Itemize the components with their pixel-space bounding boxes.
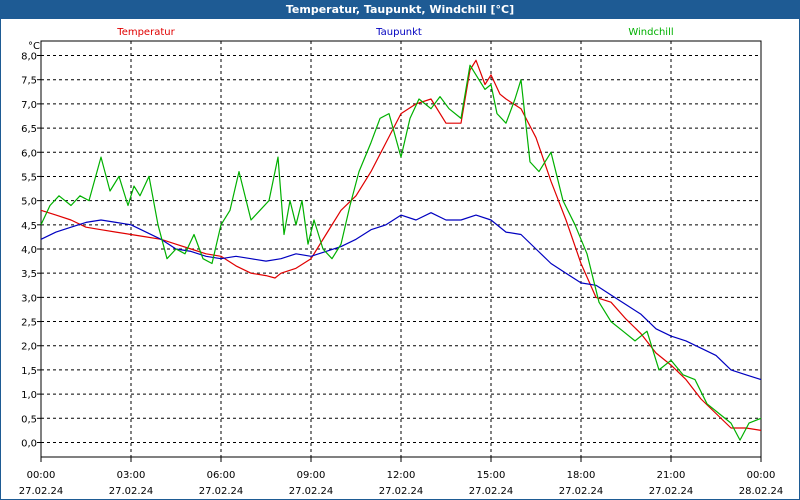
y-tick-label: 6,0 — [21, 148, 37, 159]
y-tick-label: 5,5 — [21, 172, 37, 183]
x-tick-label-date: 27.02.24 — [559, 486, 604, 497]
legend-temperatur: Temperatur — [116, 27, 175, 38]
y-tick-label: 8,0 — [21, 52, 37, 63]
y-tick-label: 4,5 — [21, 221, 37, 232]
series-line-taupunkt — [40, 212, 762, 381]
y-tick-label: 0,0 — [21, 438, 37, 449]
legend-taupunkt: Taupunkt — [375, 27, 422, 38]
series-line-windchill — [40, 64, 762, 441]
x-tick-label-date: 28.02.24 — [739, 486, 784, 497]
x-tick-label-date: 27.02.24 — [109, 486, 154, 497]
x-tick-label-date: 27.02.24 — [199, 486, 244, 497]
y-tick-label: 7,5 — [21, 76, 37, 87]
x-tick-label-time: 15:00 — [477, 470, 506, 481]
x-tick-label-date: 27.02.24 — [649, 486, 694, 497]
y-tick-label: 4,0 — [21, 245, 37, 256]
y-tick-label: 3,5 — [21, 269, 37, 280]
x-tick-label-time: 09:00 — [297, 470, 326, 481]
x-tick-label-time: 00:00 — [27, 470, 56, 481]
y-tick-label: 2,5 — [21, 318, 37, 329]
x-tick-label-time: 03:00 — [117, 470, 146, 481]
x-tick-label-date: 27.02.24 — [289, 486, 334, 497]
y-tick-label: 2,0 — [21, 342, 37, 353]
legend-windchill: Windchill — [628, 27, 673, 38]
y-tick-label: 0,5 — [21, 414, 37, 425]
y-tick-label: 1,0 — [21, 390, 37, 401]
y-tick-label: 6,5 — [21, 124, 37, 135]
y-tick-label: 3,0 — [21, 293, 37, 304]
x-tick-label-time: 00:00 — [747, 470, 776, 481]
y-tick-label: 1,5 — [21, 366, 37, 377]
x-tick-label-time: 12:00 — [387, 470, 416, 481]
x-tick-label-time: 18:00 — [567, 470, 596, 481]
x-tick-label-date: 27.02.24 — [379, 486, 424, 497]
x-tick-label-date: 27.02.24 — [19, 486, 64, 497]
x-tick-label-date: 27.02.24 — [469, 486, 514, 497]
x-tick-label-time: 21:00 — [657, 470, 686, 481]
series-line-temperatur — [40, 59, 762, 431]
x-tick-label-time: 06:00 — [207, 470, 236, 481]
y-tick-label: 5,0 — [21, 197, 37, 208]
y-tick-label: 7,0 — [21, 100, 37, 111]
chart-title: Temperatur, Taupunkt, Windchill [°C] — [1, 1, 799, 19]
y-axis-label: °C — [28, 41, 40, 52]
